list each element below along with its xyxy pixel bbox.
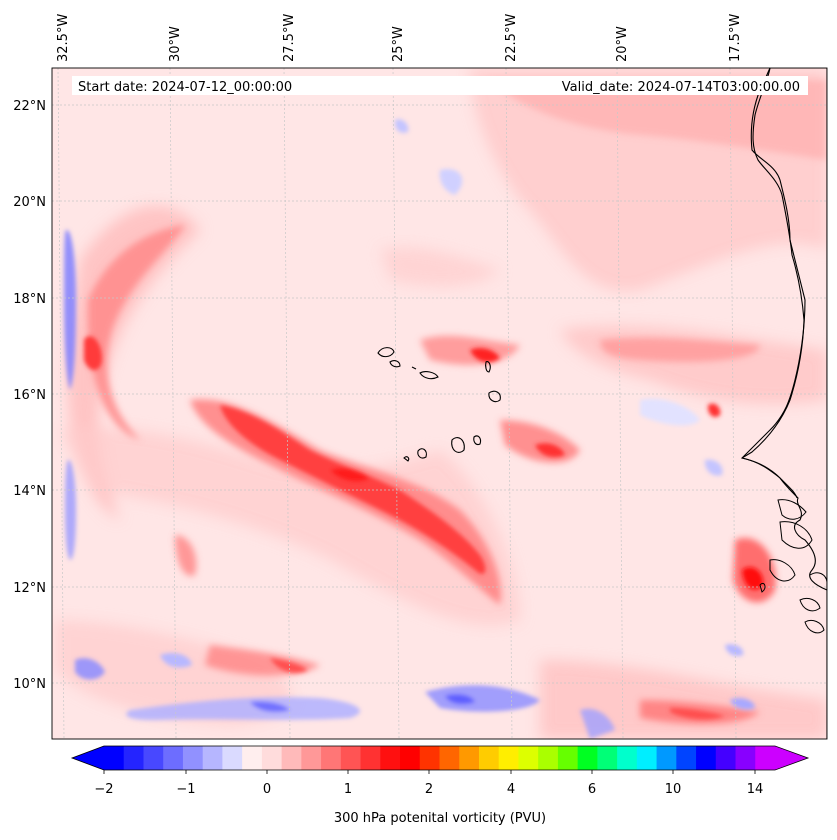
colorbar-tick-label: −2 <box>94 782 113 797</box>
coastline <box>740 68 827 739</box>
colorbar-swatch <box>597 746 618 770</box>
pv-negative-areas <box>64 119 755 739</box>
colorbar-tick-label: 1 <box>344 782 352 797</box>
cape-verde-islands <box>377 347 501 462</box>
colorbar-swatch <box>222 746 243 770</box>
colorbar-swatch <box>557 746 579 770</box>
colorbar-swatch <box>202 746 223 770</box>
colorbar-swatch <box>242 746 263 770</box>
colorbar-swatch <box>715 746 737 770</box>
lon-label: 30°W <box>168 26 183 62</box>
colorbar-swatch <box>163 746 184 770</box>
colorbar-swatch <box>735 746 756 770</box>
lat-label: 18°N <box>13 292 46 307</box>
colorbar-swatch <box>143 746 164 770</box>
colorbar-tick-label: −1 <box>176 782 195 797</box>
lon-label: 17.5°W <box>728 14 743 62</box>
longitude-labels: 32.5°W 30°W 27.5°W 25°W 22.5°W 20°W 17.5°W <box>56 14 743 62</box>
gridlines <box>52 68 827 739</box>
colorbar-tick-label: 4 <box>507 782 515 797</box>
lon-label: 25°W <box>391 26 406 62</box>
colorbar-swatch <box>755 746 776 770</box>
colorbar-swatch <box>459 746 480 770</box>
pv-strong-cores <box>84 336 764 720</box>
colorbar-swatch <box>261 746 283 770</box>
colorbar-swatch <box>104 746 125 770</box>
colorbar-swatch <box>636 746 658 770</box>
lat-label: 14°N <box>13 484 46 499</box>
colorbar-swatch <box>518 746 539 770</box>
colorbar-swatch <box>538 746 559 770</box>
colorbar-swatch <box>380 746 401 770</box>
latitude-labels: 22°N 20°N 18°N 16°N 14°N 12°N 10°N <box>13 99 46 692</box>
colorbar-swatch <box>656 746 677 770</box>
colorbar-swatch <box>123 746 144 770</box>
colorbar-tick-label: 0 <box>263 782 271 797</box>
map-frame <box>51 67 828 740</box>
lon-label: 27.5°W <box>282 14 297 62</box>
colorbar-extend-low <box>72 746 104 770</box>
colorbar-swatch <box>419 746 440 770</box>
colorbar-swatch <box>498 746 519 770</box>
colorbar-swatch <box>617 746 638 770</box>
colorbar-swatch <box>400 746 421 770</box>
colorbar-title: 300 hPa potenital vorticity (PVU) <box>334 811 546 826</box>
colorbar-swatch <box>439 746 460 770</box>
lon-label: 22.5°W <box>504 14 519 62</box>
colorbar-swatch <box>340 746 362 770</box>
colorbar-swatch <box>577 746 598 770</box>
pv-field <box>52 68 827 739</box>
colorbar-tick-label: 6 <box>588 782 596 797</box>
colorbar-swatch <box>321 746 342 770</box>
date-banner <box>72 76 808 95</box>
colorbar-swatch <box>478 746 500 770</box>
colorbar-swatch <box>182 746 204 770</box>
lat-label: 22°N <box>13 99 46 114</box>
lat-label: 16°N <box>13 388 46 403</box>
valid-date-text: Valid_date: 2024-07-14T03:00:00.00 <box>562 80 800 95</box>
colorbar-extend-high <box>775 746 808 770</box>
colorbar-tick-label: 2 <box>425 782 433 797</box>
lat-label: 10°N <box>13 677 46 692</box>
colorbar-swatch <box>281 746 302 770</box>
colorbar-swatch <box>676 746 697 770</box>
colorbar-swatch <box>301 746 322 770</box>
lon-label: 32.5°W <box>56 14 71 62</box>
lat-label: 12°N <box>13 581 46 596</box>
colorbar-outline <box>70 745 810 771</box>
start-date-text: Start date: 2024-07-12_00:00:00 <box>78 80 292 95</box>
lon-label: 20°W <box>615 26 630 62</box>
colorbar-swatch <box>696 746 717 770</box>
colorbar-tick-label: 10 <box>665 782 682 797</box>
colorbar-tick-label: 14 <box>747 782 764 797</box>
lat-label: 20°N <box>13 195 46 210</box>
colorbar-swatch <box>360 746 381 770</box>
colorbar: −2 −1 0 1 2 4 6 10 14 <box>70 745 810 797</box>
